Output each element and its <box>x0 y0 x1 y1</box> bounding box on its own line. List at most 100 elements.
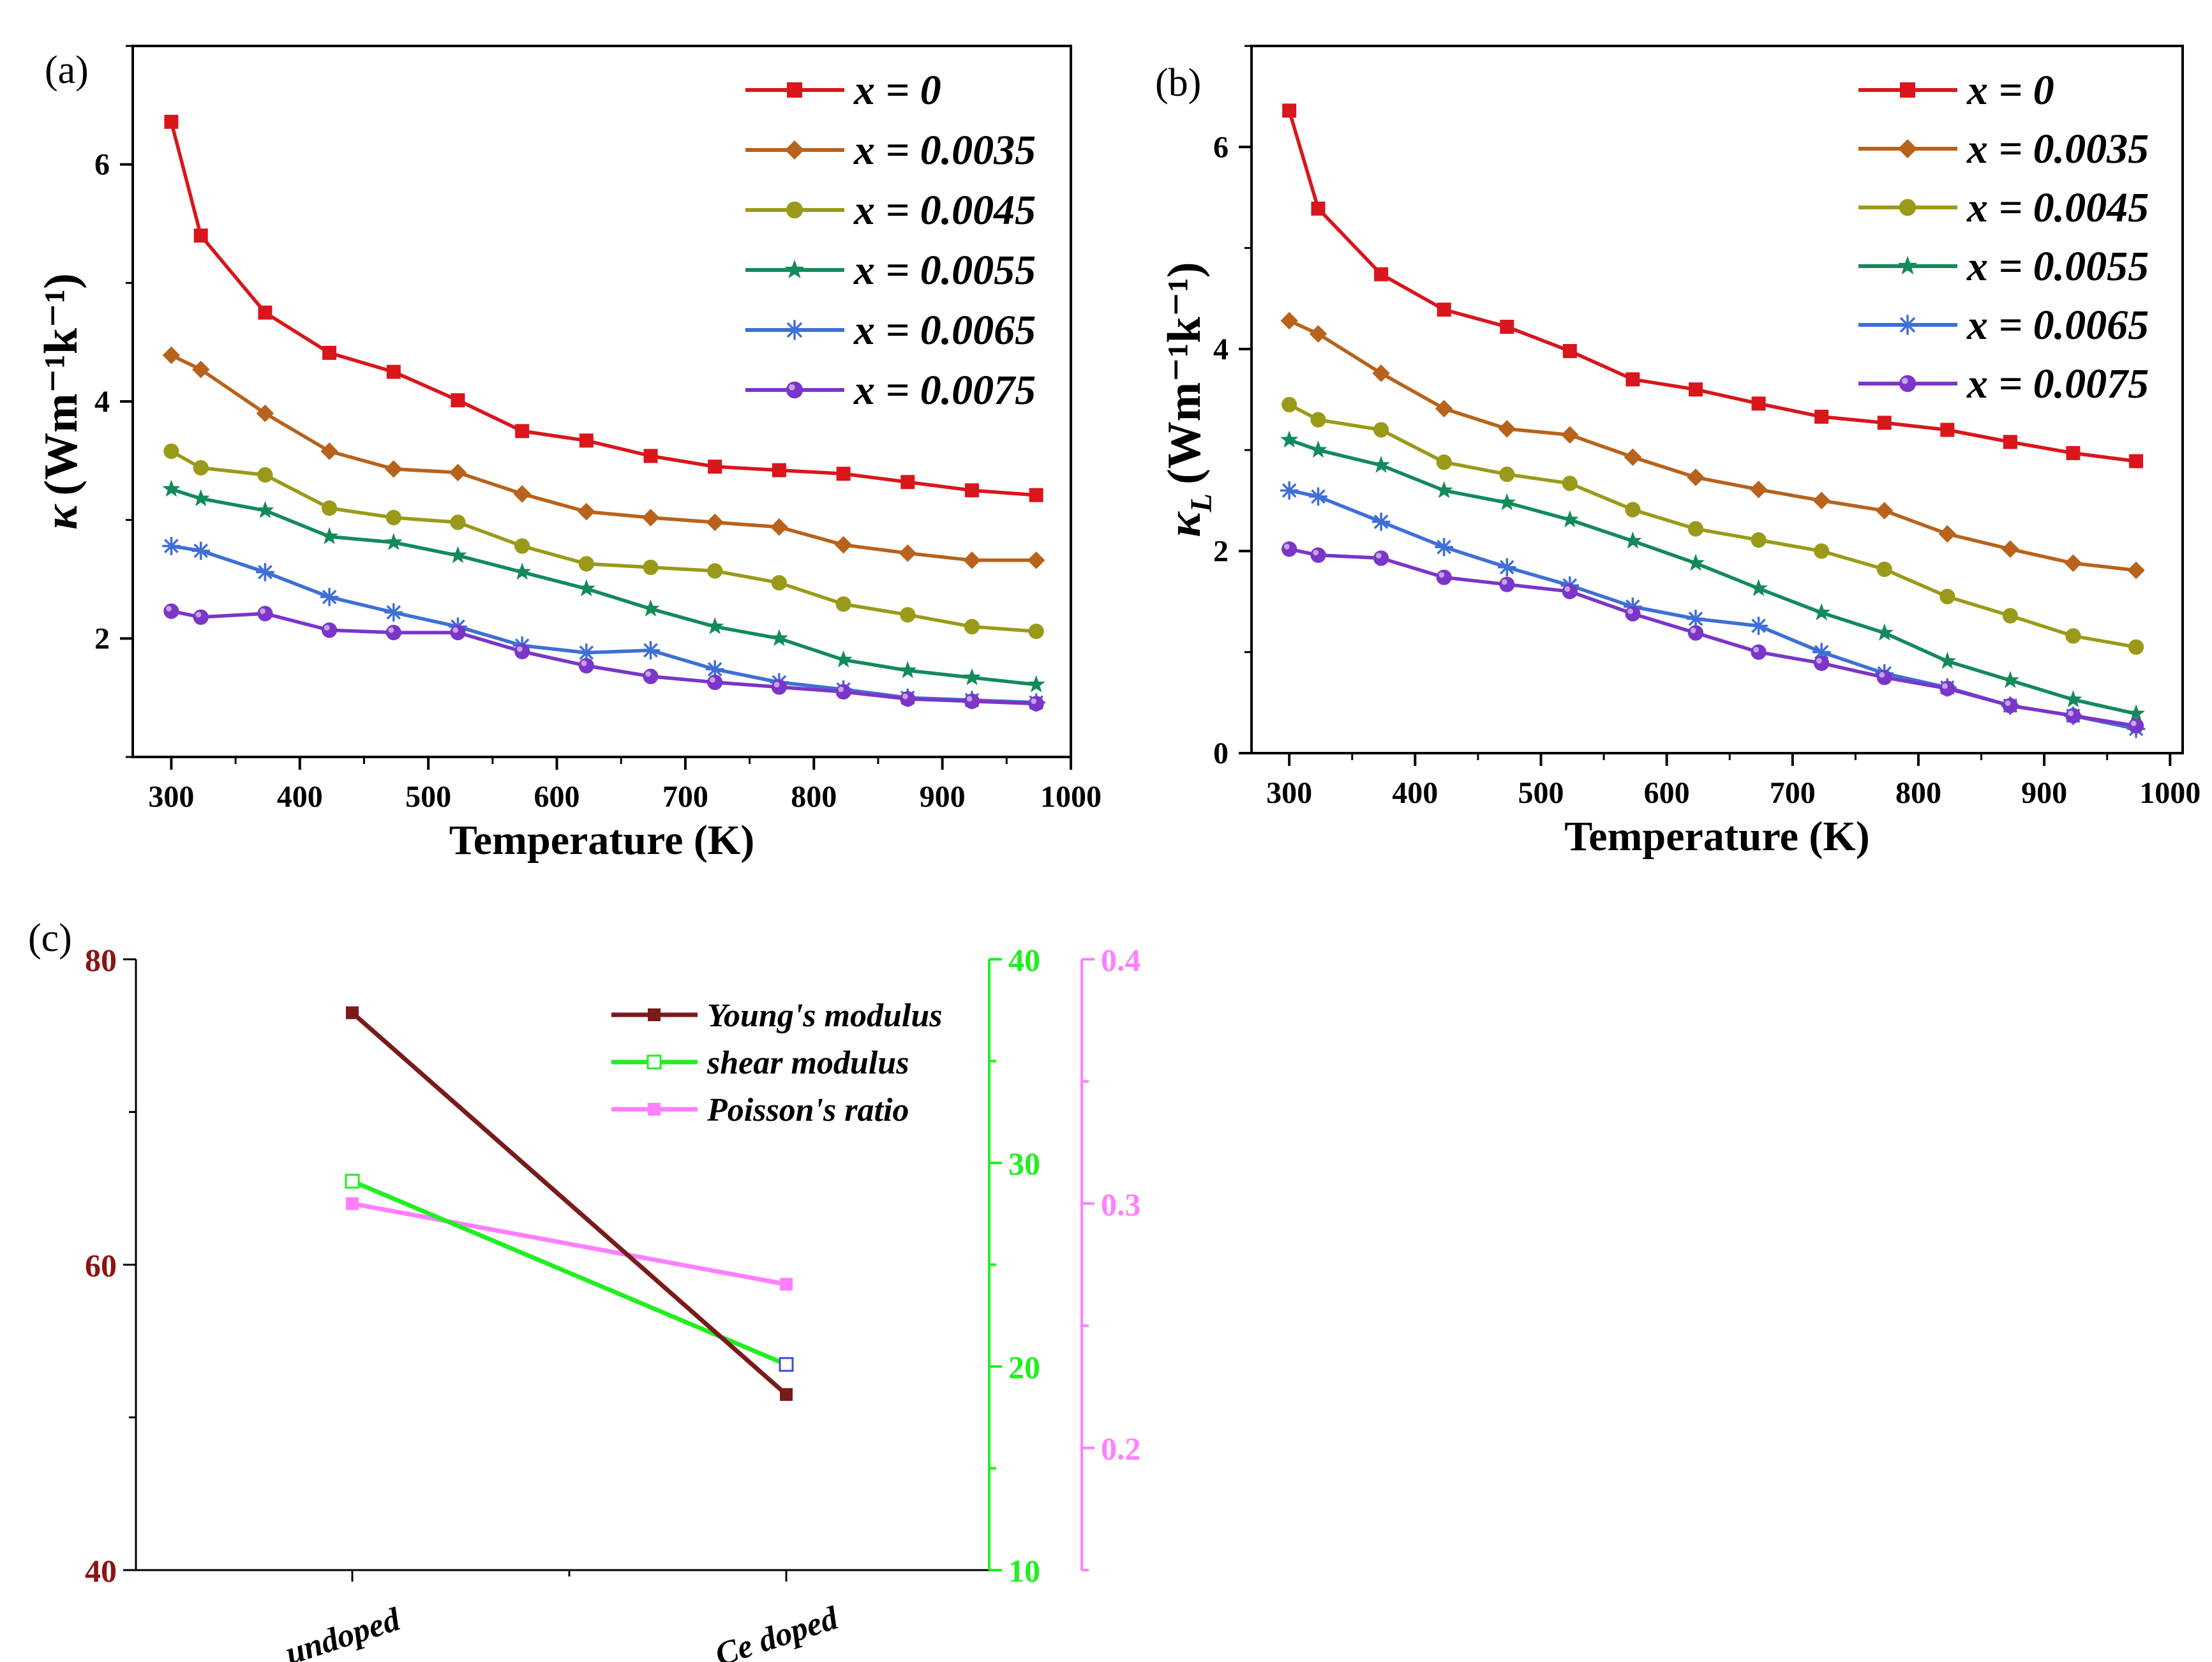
data-point <box>1371 513 1391 531</box>
data-point <box>706 617 724 634</box>
x-tick-label: 800 <box>1895 776 1941 810</box>
x-tick-label: 800 <box>791 780 837 814</box>
data-point-stroke <box>1751 618 1766 633</box>
data-point-body <box>163 603 179 619</box>
data-point-highlight <box>902 693 908 700</box>
y-tick-label: 4 <box>1213 333 1229 366</box>
data-point-stroke <box>386 605 401 620</box>
data-point <box>1373 422 1389 438</box>
data-point <box>1687 625 1704 641</box>
y-axis-symbol: κ <box>35 504 87 530</box>
data-point-body <box>514 643 530 659</box>
data-point <box>450 624 466 641</box>
data-point <box>1282 396 1297 413</box>
data-point <box>1686 610 1705 628</box>
data-point <box>1499 576 1515 592</box>
legend-label: x = 0.0045 <box>853 187 1036 234</box>
data-point-stroke <box>1499 560 1514 575</box>
data-point <box>771 574 787 591</box>
legend-marker-stroke <box>1899 317 1916 333</box>
x-axis-label: Temperature (K) <box>449 817 754 864</box>
legend-marker <box>786 381 803 399</box>
data-point-highlight <box>838 686 844 692</box>
data-point <box>1309 440 1327 458</box>
data-point <box>2064 554 2082 573</box>
data-point <box>320 442 338 460</box>
y-axis-units: (Wm⁻¹k⁻¹) <box>1158 262 1211 484</box>
data-point-highlight <box>1690 627 1696 634</box>
right-y-tick-label: 0.2 <box>1101 1431 1141 1467</box>
x-tick-label: 1000 <box>2139 776 2201 810</box>
y-tick-label: 0 <box>1213 737 1229 770</box>
x-tick-label: 700 <box>662 780 708 814</box>
data-point <box>2066 445 2081 460</box>
data-point-body <box>1310 547 1326 563</box>
data-point-highlight <box>581 660 587 666</box>
y-axis-symbol: κ <box>1158 511 1211 537</box>
data-point-stroke <box>1437 539 1452 555</box>
right-y-tick-label: 0.4 <box>1101 942 1141 978</box>
legend-label: x = 0.0055 <box>1966 243 2149 290</box>
legend-marker <box>1897 315 1918 335</box>
data-point-highlight <box>195 611 202 618</box>
data-point-highlight <box>1031 698 1037 704</box>
data-point <box>1749 481 1768 498</box>
data-point-stroke <box>707 662 722 677</box>
data-point <box>1624 448 1642 466</box>
data-point <box>1310 547 1326 563</box>
data-point <box>643 668 659 684</box>
legend-marker <box>786 201 803 219</box>
data-point <box>780 1278 793 1291</box>
data-point-highlight <box>1816 657 1822 664</box>
data-point <box>1372 364 1390 382</box>
data-point <box>191 361 210 378</box>
x-tick-label: 900 <box>920 780 966 814</box>
data-point <box>163 443 179 460</box>
data-point <box>257 606 273 622</box>
data-point <box>1814 409 1829 424</box>
data-point <box>770 629 788 647</box>
data-point-stroke <box>1814 645 1829 660</box>
x-tick-label: 400 <box>1392 776 1438 810</box>
data-point <box>1940 423 1955 437</box>
data-point <box>1374 267 1389 281</box>
data-point-body <box>1625 606 1641 622</box>
data-point <box>707 563 723 579</box>
data-point-highlight <box>1283 544 1290 550</box>
data-point <box>1814 543 1830 559</box>
data-point-body <box>321 622 338 638</box>
data-point <box>963 551 981 569</box>
data-point <box>346 1006 359 1019</box>
data-point <box>449 546 467 564</box>
data-point-body <box>1282 541 1297 557</box>
data-point <box>779 1357 794 1372</box>
data-point-body <box>707 674 723 691</box>
data-point-highlight <box>388 627 394 633</box>
data-point <box>1749 617 1768 635</box>
data-point <box>578 556 594 572</box>
data-point <box>1624 531 1642 549</box>
legend-label: x = 0.0065 <box>853 307 1036 354</box>
data-point <box>2002 698 2018 714</box>
data-point-highlight <box>1942 683 1948 689</box>
data-point <box>1875 502 1894 520</box>
middle-y-tick-label: 40 <box>1008 942 1040 978</box>
data-point <box>707 674 723 691</box>
data-point-highlight <box>1501 579 1507 585</box>
data-point <box>2128 718 2144 734</box>
x-tick-label: 500 <box>405 780 451 814</box>
series-line-2 <box>352 1201 787 1287</box>
data-point-body <box>1373 550 1389 566</box>
data-point-stroke <box>322 590 337 604</box>
data-point <box>1875 623 1894 641</box>
data-point <box>450 514 466 530</box>
data-point-stroke <box>1688 611 1703 626</box>
data-point-body <box>1751 644 1767 660</box>
data-point <box>2065 708 2081 724</box>
data-point <box>770 518 788 536</box>
x-category-label: undoped <box>281 1601 405 1662</box>
legend-marker <box>648 1103 661 1116</box>
data-point <box>513 562 532 580</box>
data-point <box>964 693 980 709</box>
legend-marker <box>1899 198 1917 216</box>
